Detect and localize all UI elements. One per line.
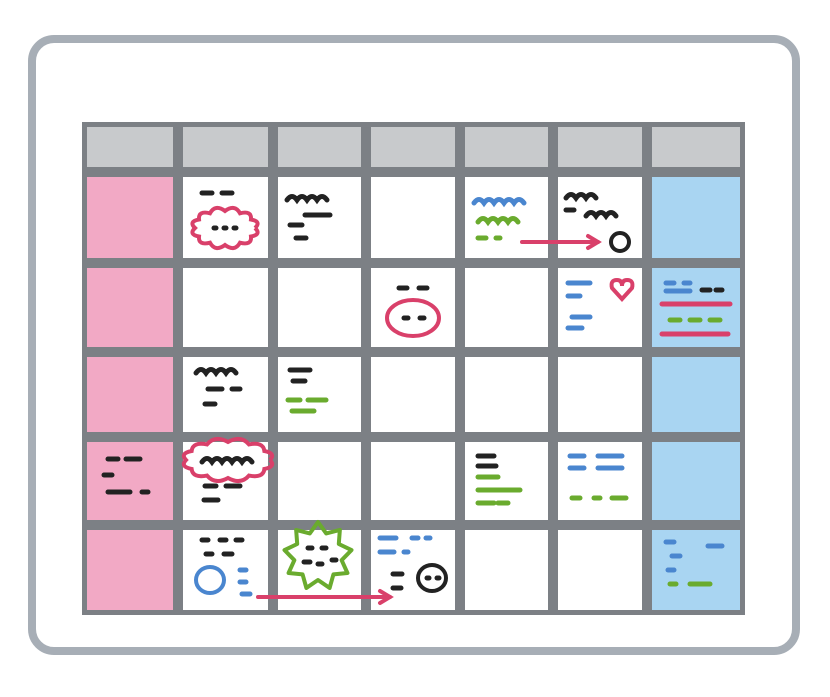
day-cell — [465, 268, 548, 347]
note-scribble — [284, 194, 330, 205]
day-cell — [87, 530, 173, 610]
day-cell — [371, 268, 455, 347]
day-cell — [371, 177, 455, 258]
day-cell — [558, 530, 642, 610]
day-cell — [87, 442, 173, 520]
circle-icon — [194, 565, 226, 595]
day-cell — [371, 442, 455, 520]
header-cell — [183, 127, 268, 167]
arrow-head-icon — [586, 234, 602, 250]
note-scribble — [471, 197, 527, 208]
header-cell — [652, 127, 740, 167]
header-cell — [278, 127, 361, 167]
calendar-notes — [101, 190, 733, 605]
day-cell — [87, 268, 173, 347]
circle-icon — [609, 231, 631, 253]
day-cell — [87, 177, 173, 258]
day-cell — [371, 357, 455, 432]
note-scribble — [475, 216, 521, 227]
day-cell — [278, 268, 361, 347]
day-cell — [558, 357, 642, 432]
day-cell — [183, 357, 268, 432]
header-cell — [558, 127, 642, 167]
day-cell — [465, 530, 548, 610]
arrow-head-icon — [378, 589, 394, 605]
day-cell — [183, 530, 268, 610]
note-scribble — [563, 192, 599, 203]
day-cell — [278, 442, 361, 520]
day-cell — [652, 177, 740, 258]
cloud-icon — [181, 437, 275, 483]
heart-icon — [609, 277, 635, 302]
circle-icon — [385, 298, 441, 338]
note-scribble — [193, 367, 239, 378]
note-scribble — [199, 456, 255, 467]
header-cell — [371, 127, 455, 167]
day-cell — [183, 268, 268, 347]
header-cell — [87, 127, 173, 167]
circle-icon — [416, 563, 448, 593]
star-icon — [282, 520, 354, 590]
day-cell — [87, 357, 173, 432]
note-scribble — [583, 210, 619, 221]
day-cell — [465, 357, 548, 432]
calendar-grid — [82, 122, 745, 615]
day-cell — [652, 357, 740, 432]
header-cell — [465, 127, 548, 167]
day-cell — [652, 442, 740, 520]
cloud-icon — [190, 205, 260, 251]
